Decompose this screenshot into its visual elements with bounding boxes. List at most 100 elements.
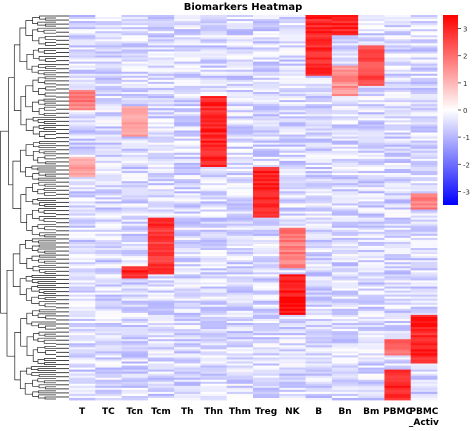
heatmap-cell — [174, 203, 201, 206]
heatmap-cell — [384, 213, 412, 217]
heatmap-cell — [226, 201, 254, 204]
heatmap-cell — [121, 284, 149, 287]
heatmap-cell — [147, 235, 175, 239]
heatmap-cell — [384, 323, 412, 326]
heatmap-cell — [200, 92, 228, 95]
heatmap-cell — [226, 381, 254, 385]
heatmap-cell — [410, 209, 438, 212]
heatmap-cell — [305, 215, 333, 219]
heatmap-cell — [331, 387, 359, 391]
heatmap-cell — [95, 325, 122, 328]
heatmap-cell — [174, 162, 201, 166]
heatmap-cell — [331, 306, 359, 310]
heatmap-cell — [226, 59, 254, 63]
heatmap-cell — [95, 100, 122, 103]
heatmap-cell — [279, 270, 306, 273]
heatmap-cell — [147, 397, 175, 401]
heatmap-cell — [279, 164, 306, 168]
heatmap-cell — [410, 98, 438, 101]
heatmap-cell — [331, 85, 359, 89]
heatmap-cell — [358, 296, 385, 300]
dendrogram-branch — [44, 35, 56, 40]
heatmap-cell — [69, 183, 96, 186]
heatmap-cell — [147, 252, 175, 255]
heatmap-cell — [95, 227, 122, 231]
heatmap-cell — [358, 349, 385, 352]
heatmap-cell — [200, 203, 228, 206]
heatmap-cell — [200, 345, 228, 348]
heatmap-cell — [174, 158, 201, 162]
heatmap-cell — [279, 367, 306, 371]
heatmap-cell — [358, 343, 385, 346]
heatmap-cell — [305, 333, 333, 336]
heatmap-cell — [200, 223, 228, 227]
heatmap-cell — [279, 15, 306, 18]
heatmap-cell — [410, 274, 438, 277]
heatmap-cell — [410, 140, 438, 144]
heatmap-cell — [95, 345, 122, 348]
heatmap-cell — [95, 21, 122, 24]
heatmap-cell — [226, 217, 254, 221]
heatmap-cell — [121, 395, 149, 399]
heatmap-cell — [121, 219, 149, 223]
heatmap-cell — [384, 310, 412, 314]
heatmap-cell — [358, 286, 385, 289]
heatmap-cell — [331, 49, 359, 52]
heatmap-cell — [147, 268, 175, 271]
heatmap-cell — [331, 21, 359, 24]
heatmap-cell — [410, 385, 438, 389]
heatmap-cell — [279, 193, 306, 196]
heatmap-cell — [69, 217, 96, 221]
heatmap-cell — [226, 98, 254, 101]
dendrogram-branch — [12, 160, 21, 209]
heatmap-cell — [410, 361, 438, 364]
heatmap-cell — [69, 55, 96, 58]
heatmap-cell — [358, 87, 385, 91]
heatmap-cell — [305, 335, 333, 338]
heatmap-cell — [331, 389, 359, 393]
heatmap-cell — [331, 391, 359, 395]
heatmap-cell — [358, 187, 385, 190]
heatmap-cell — [95, 17, 122, 20]
heatmap-cell — [95, 77, 122, 81]
dendrogram-branch — [44, 396, 56, 400]
heatmap-cell — [174, 333, 201, 336]
heatmap-cell — [200, 367, 228, 371]
heatmap-cell — [358, 148, 385, 152]
heatmap-cell — [253, 304, 280, 308]
heatmap-cell — [253, 302, 280, 306]
heatmap-cell — [147, 29, 175, 32]
heatmap-cell — [95, 116, 122, 119]
heatmap-cell — [279, 158, 306, 162]
heatmap-cell — [69, 69, 96, 73]
heatmap-cell — [331, 59, 359, 63]
heatmap-cell — [253, 43, 280, 46]
heatmap-cell — [331, 179, 359, 182]
heatmap-cell — [69, 264, 96, 267]
heatmap-cell — [226, 53, 254, 56]
heatmap-cell — [226, 148, 254, 152]
heatmap-cell — [69, 65, 96, 69]
heatmap-cell — [253, 310, 280, 314]
heatmap-cell — [200, 193, 228, 196]
heatmap-cell — [253, 217, 280, 221]
heatmap-cell — [410, 126, 438, 129]
heatmap-cell — [200, 379, 228, 383]
heatmap-cell — [147, 81, 175, 85]
heatmap-cell — [331, 286, 359, 289]
heatmap-cell — [95, 383, 122, 387]
heatmap-cell — [226, 63, 254, 67]
heatmap-cell — [279, 173, 306, 176]
heatmap-cell — [253, 142, 280, 146]
heatmap-cell — [226, 268, 254, 271]
heatmap-cell — [174, 205, 201, 208]
heatmap-cell — [410, 363, 438, 366]
heatmap-cell — [305, 211, 333, 214]
heatmap-cell — [384, 118, 412, 121]
heatmap-cell — [384, 320, 412, 324]
heatmap-cell — [226, 122, 254, 125]
heatmap-cell — [358, 333, 385, 336]
heatmap-cell — [410, 213, 438, 217]
heatmap-cell — [147, 221, 175, 225]
heatmap-cell — [410, 280, 438, 283]
